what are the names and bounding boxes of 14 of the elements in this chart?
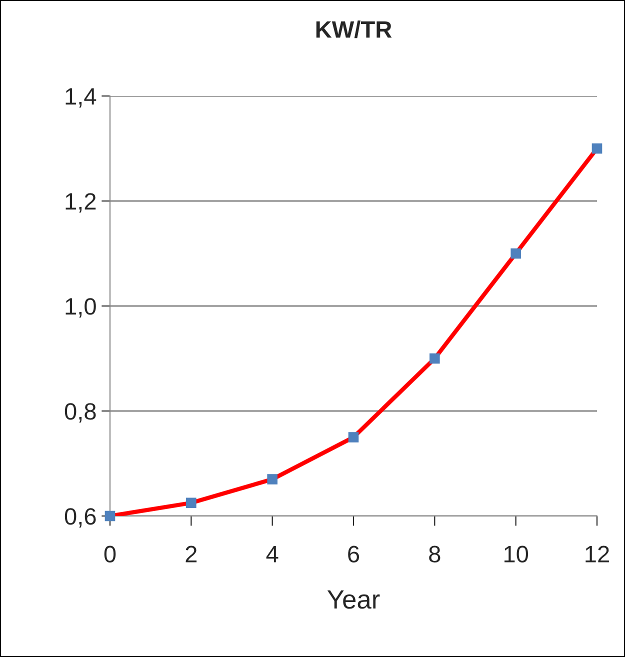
- y-tick-label: 1,0: [66, 298, 96, 318]
- x-axis-title: Year: [327, 590, 380, 609]
- y-tick-label: 0,6: [64, 508, 96, 528]
- y-tick-label: 1,2: [66, 193, 96, 213]
- y-tick-label: 0,8: [64, 403, 96, 423]
- x-tick-label: 4: [266, 546, 278, 562]
- x-tick-label: 8: [429, 546, 440, 563]
- x-tick-label: 0: [104, 546, 116, 563]
- x-tick-label: 10: [504, 546, 528, 563]
- x-tick-label: 6: [348, 546, 360, 563]
- y-tick-label: 1,4: [66, 88, 96, 108]
- x-tick-label: 2: [186, 546, 197, 562]
- x-tick-label: 12: [586, 546, 609, 562]
- chart-title: KW/TR: [316, 20, 392, 38]
